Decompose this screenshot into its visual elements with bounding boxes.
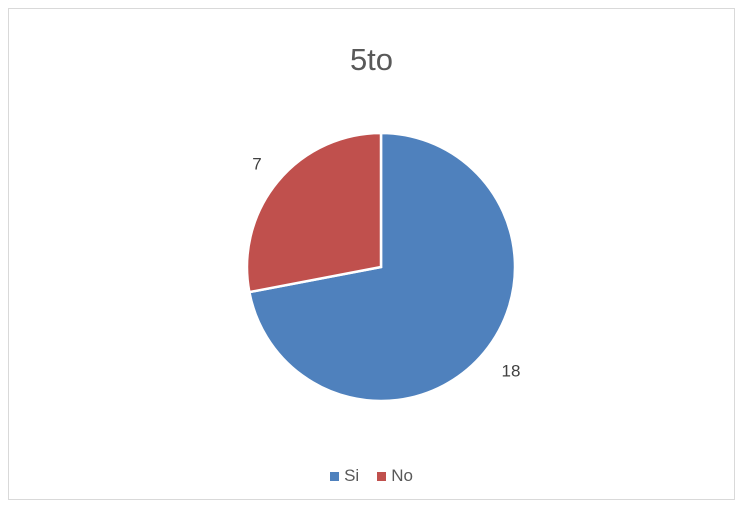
- legend-item-no: No: [377, 466, 413, 486]
- data-label-si: 18: [502, 361, 521, 380]
- pie-slice-no: [245, 131, 383, 294]
- legend-swatch-no: [377, 471, 387, 481]
- chart-title: 5to: [349, 42, 394, 77]
- legend: Si No: [0, 466, 743, 486]
- legend-label-si: Si: [344, 466, 360, 485]
- legend-swatch-si: [330, 471, 340, 481]
- legend-item-si: Si: [330, 466, 359, 486]
- data-label-no: 7: [252, 154, 261, 173]
- legend-label-no: No: [391, 466, 413, 485]
